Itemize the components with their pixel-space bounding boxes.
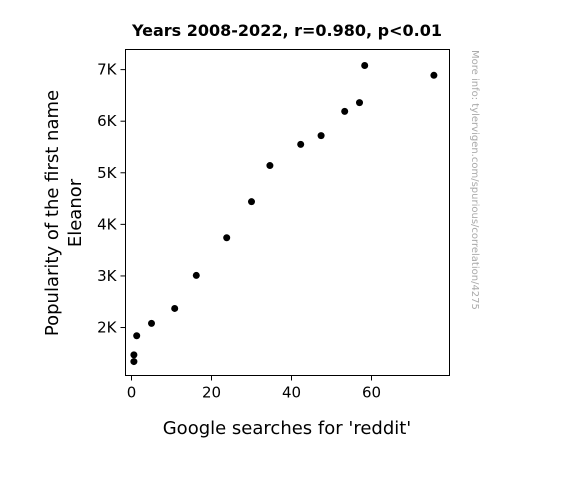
x-tick-label: 20 bbox=[202, 384, 221, 402]
y-tick-label: 4K bbox=[97, 215, 118, 233]
y-tick-label: 6K bbox=[97, 112, 118, 130]
y-tick-label: 5K bbox=[97, 164, 118, 182]
chart-title: Years 2008-2022, r=0.980, p<0.01 bbox=[131, 21, 442, 40]
data-point bbox=[297, 140, 305, 148]
y-axis-ticks: 2K 3K 4K 5K 6K 7K bbox=[97, 61, 126, 337]
y-tick-label: 7K bbox=[97, 61, 118, 79]
data-point bbox=[356, 99, 363, 107]
data-point bbox=[133, 332, 141, 340]
plot-area bbox=[125, 49, 450, 376]
data-point bbox=[223, 234, 231, 242]
data-point bbox=[266, 162, 274, 170]
data-point bbox=[130, 358, 138, 366]
data-point bbox=[192, 271, 200, 279]
y-tick-label: 2K bbox=[97, 319, 118, 337]
data-point bbox=[317, 132, 325, 140]
y-tick-label: 3K bbox=[97, 267, 118, 285]
x-tick-label: 0 bbox=[127, 384, 137, 402]
data-point bbox=[130, 351, 138, 359]
data-point bbox=[248, 198, 255, 206]
data-point bbox=[341, 107, 349, 115]
y-axis-label-line: Eleanor bbox=[65, 178, 86, 247]
x-axis-label: Google searches for 'reddit' bbox=[163, 418, 412, 439]
x-axis-ticks: 0 20 40 60 bbox=[127, 375, 381, 402]
x-tick-label: 60 bbox=[362, 384, 381, 402]
y-axis-label-line: Popularity of the first name bbox=[42, 90, 63, 336]
x-tick-label: 40 bbox=[282, 384, 301, 402]
source-note: More info: tylervigen.com/spurious/corre… bbox=[469, 50, 480, 310]
data-point bbox=[171, 304, 179, 312]
y-axis-label: Popularity of the first name Eleanor bbox=[42, 90, 86, 336]
data-point bbox=[148, 319, 155, 327]
data-point bbox=[361, 61, 369, 69]
data-point bbox=[430, 71, 438, 79]
data-points bbox=[130, 61, 438, 366]
